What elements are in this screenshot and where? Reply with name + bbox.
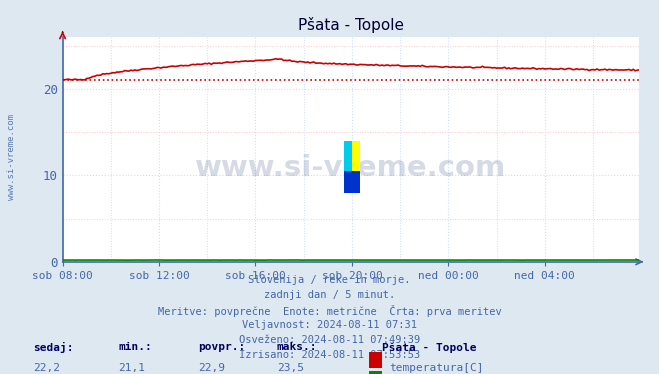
Text: zadnji dan / 5 minut.: zadnji dan / 5 minut.: [264, 290, 395, 300]
Text: min.:: min.:: [119, 342, 152, 352]
Bar: [352, 171, 360, 193]
Text: Slovenija / reke in morje.: Slovenija / reke in morje.: [248, 275, 411, 285]
Text: Osveženo: 2024-08-11 07:49:39: Osveženo: 2024-08-11 07:49:39: [239, 335, 420, 345]
Text: temperatura[C]: temperatura[C]: [389, 363, 483, 373]
Bar: [352, 141, 360, 171]
Text: www.si-vreme.com: www.si-vreme.com: [195, 154, 507, 181]
Text: Izrisano: 2024-08-11 07:53:53: Izrisano: 2024-08-11 07:53:53: [239, 350, 420, 360]
Bar: [344, 141, 352, 171]
Text: www.si-vreme.com: www.si-vreme.com: [7, 114, 16, 200]
Text: 22,9: 22,9: [198, 363, 225, 373]
Text: maks.:: maks.:: [277, 342, 317, 352]
Text: povpr.:: povpr.:: [198, 342, 245, 352]
Text: sedaj:: sedaj:: [33, 342, 73, 353]
Text: 23,5: 23,5: [277, 363, 304, 373]
Text: 22,2: 22,2: [33, 363, 60, 373]
Text: Veljavnost: 2024-08-11 07:31: Veljavnost: 2024-08-11 07:31: [242, 320, 417, 330]
Text: Pšata - Topole: Pšata - Topole: [382, 342, 476, 353]
Bar: [344, 171, 352, 193]
Text: 21,1: 21,1: [119, 363, 146, 373]
Title: Pšata - Topole: Pšata - Topole: [298, 18, 404, 33]
Text: Meritve: povprečne  Enote: metrične  Črta: prva meritev: Meritve: povprečne Enote: metrične Črta:…: [158, 305, 501, 317]
